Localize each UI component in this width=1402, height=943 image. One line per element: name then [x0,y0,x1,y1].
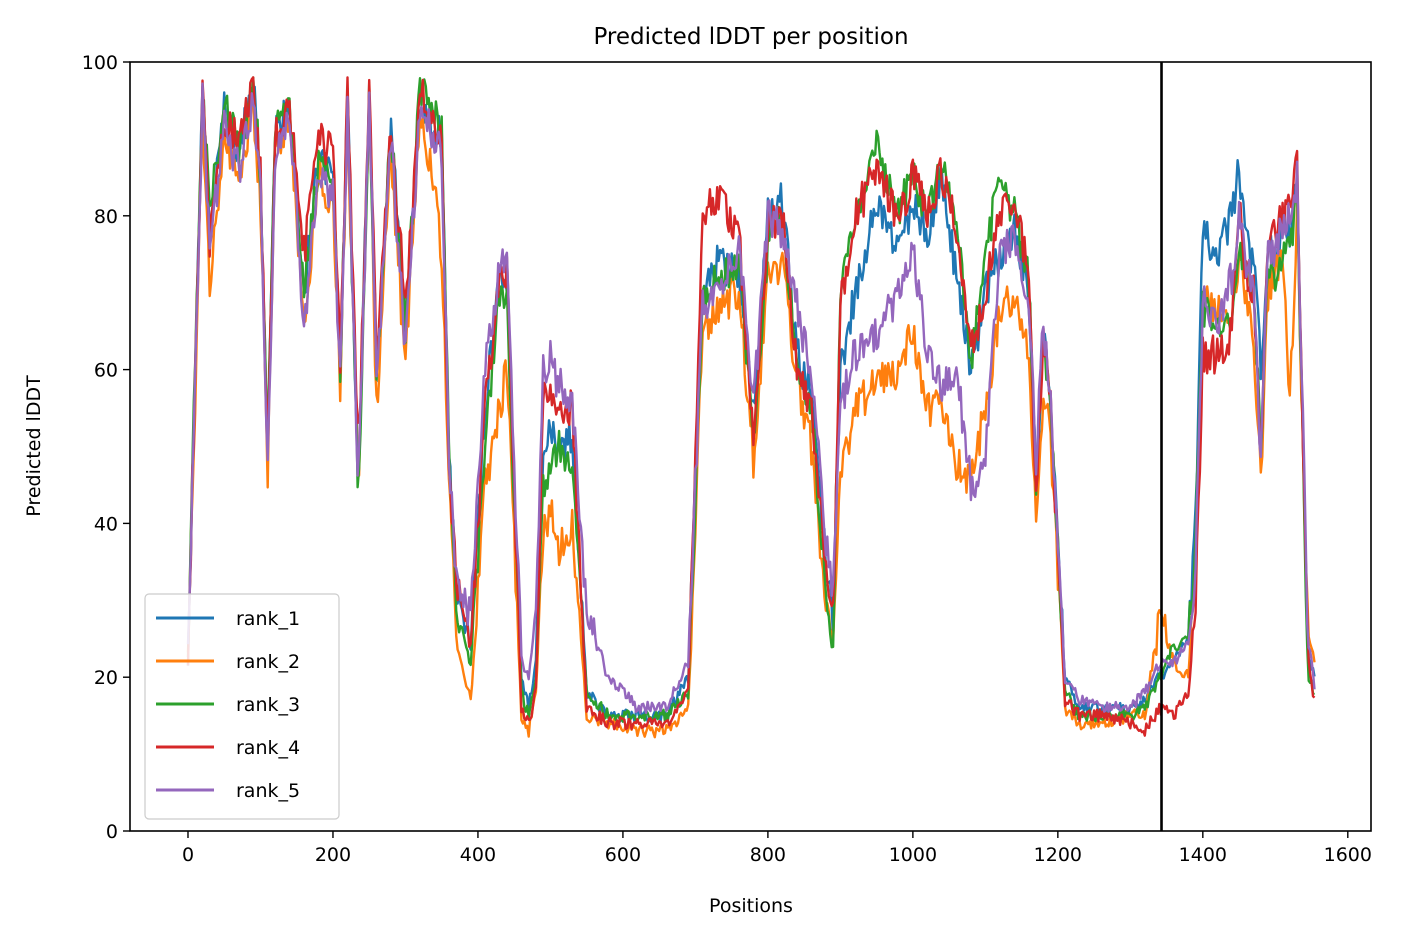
x-tick-label: 1000 [889,844,937,866]
legend-label-rank_4: rank_4 [236,737,300,759]
y-tick-label: 40 [94,513,118,535]
x-tick-label: 600 [605,844,641,866]
legend-label-rank_3: rank_3 [236,694,300,716]
legend-label-rank_1: rank_1 [236,608,300,630]
x-tick-label: 1200 [1034,844,1082,866]
legend: rank_1 rank_2 rank_3 rank_4 rank_5 [144,593,340,820]
x-tick-label: 400 [460,844,496,866]
y-tick-label: 60 [94,360,118,382]
x-axis: 0 200 400 600 800 1000 1200 1400 1600 [182,831,1372,866]
legend-label-rank_2: rank_2 [236,651,300,673]
y-tick-label: 100 [82,52,118,74]
y-tick-label: 80 [94,206,118,228]
x-tick-label: 0 [182,844,194,866]
y-tick-label: 0 [106,821,118,843]
chart-title: Predicted lDDT per position [593,24,908,50]
x-tick-label: 200 [315,844,351,866]
series-line-rank_5 [186,82,1316,715]
x-tick-label: 800 [750,844,786,866]
plot-frame [129,61,1372,832]
x-axis-label: Positions [709,895,793,917]
x-tick-label: 1400 [1179,844,1227,866]
y-tick-label: 20 [94,667,118,689]
series-line-rank_4 [186,76,1316,737]
y-axis-label: Predicted lDDT [23,375,45,517]
series-layer [186,76,1316,739]
legend-label-rank_5: rank_5 [236,780,300,802]
x-tick-label: 1600 [1324,844,1372,866]
legend-box [144,593,340,820]
y-axis: 0 20 40 60 80 100 [82,52,130,843]
